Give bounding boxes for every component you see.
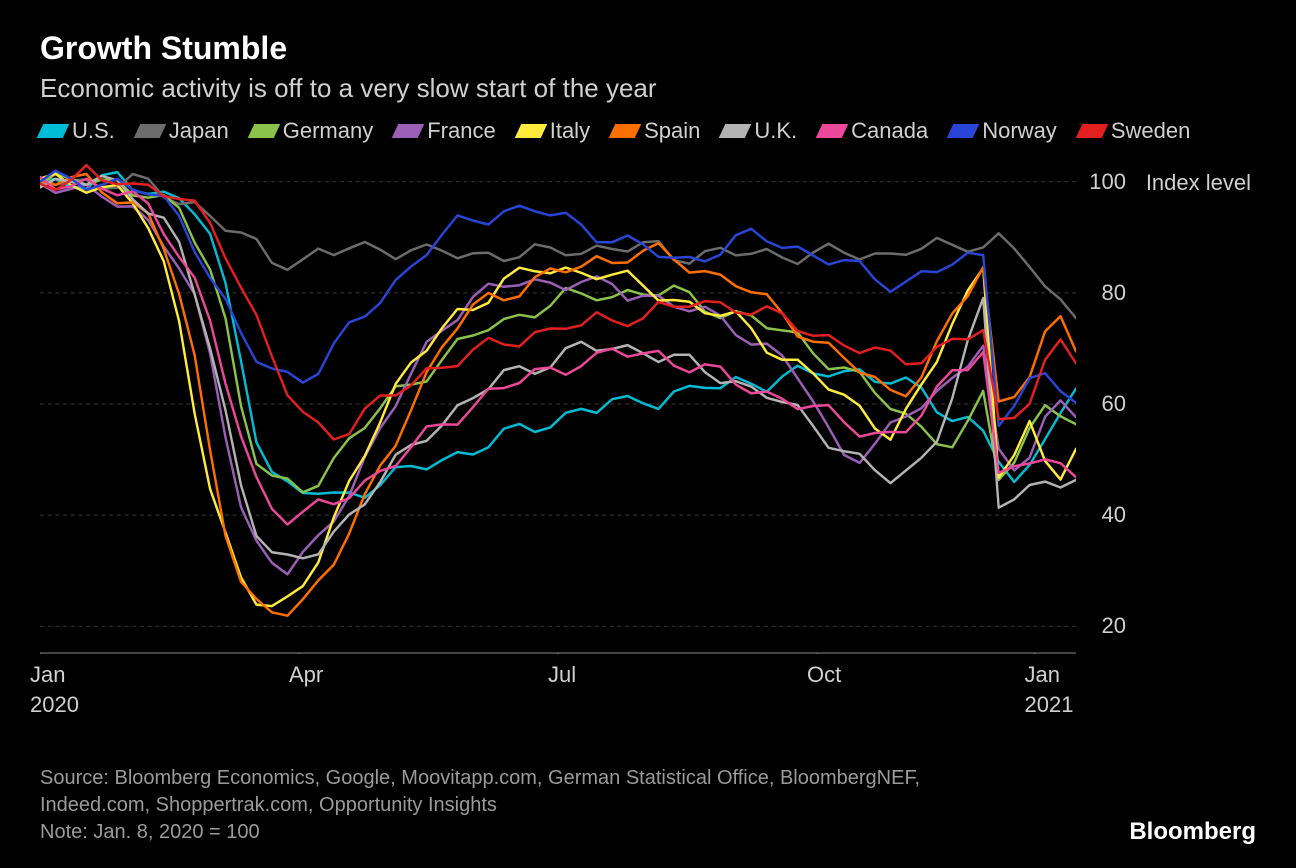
y-tick-label: 60 bbox=[1102, 391, 1126, 417]
x-tick-label: Oct bbox=[807, 662, 841, 688]
series-line bbox=[40, 174, 1076, 606]
series-line bbox=[40, 165, 1076, 439]
legend-item: U.S. bbox=[40, 118, 115, 144]
legend-swatch bbox=[947, 124, 980, 138]
x-tick-label: Jan2020 bbox=[30, 662, 79, 718]
legend-swatch bbox=[1076, 124, 1109, 138]
series-line bbox=[40, 172, 1076, 498]
legend-swatch bbox=[392, 124, 425, 138]
y-axis-title: Index level bbox=[1146, 170, 1251, 196]
legend-swatch bbox=[247, 124, 280, 138]
legend-item: France bbox=[395, 118, 495, 144]
legend-item: Canada bbox=[819, 118, 928, 144]
legend-item: Sweden bbox=[1079, 118, 1191, 144]
x-tick-label: Jan2021 bbox=[1025, 662, 1074, 718]
chart-plot-area: 20406080100 Index level bbox=[40, 154, 1076, 654]
legend-label: U.K. bbox=[754, 118, 797, 144]
legend-swatch bbox=[134, 124, 167, 138]
y-tick-label: 80 bbox=[1102, 280, 1126, 306]
legend-label: Canada bbox=[851, 118, 928, 144]
legend-label: Sweden bbox=[1111, 118, 1191, 144]
note-text: Note: Jan. 8, 2020 = 100 bbox=[40, 819, 1256, 846]
chart-footer: Source: Bloomberg Economics, Google, Moo… bbox=[40, 765, 1256, 846]
x-tick-label: Apr bbox=[289, 662, 323, 688]
legend-swatch bbox=[719, 124, 752, 138]
legend-swatch bbox=[37, 124, 70, 138]
x-tick-label: Jul bbox=[548, 662, 576, 688]
legend-label: Norway bbox=[982, 118, 1057, 144]
source-text: Source: Bloomberg Economics, Google, Moo… bbox=[40, 765, 940, 819]
series-line bbox=[40, 177, 1076, 525]
legend-label: France bbox=[427, 118, 495, 144]
legend-swatch bbox=[514, 124, 547, 138]
legend: U.S. Japan Germany France Italy Spain U.K. Cana… bbox=[40, 118, 1256, 144]
legend-label: Italy bbox=[550, 118, 590, 144]
legend-label: U.S. bbox=[72, 118, 115, 144]
chart-title: Growth Stumble bbox=[40, 30, 1256, 67]
legend-item: Germany bbox=[251, 118, 373, 144]
y-tick-label: 100 bbox=[1089, 169, 1126, 195]
legend-item: U.K. bbox=[722, 118, 797, 144]
legend-item: Italy bbox=[518, 118, 590, 144]
line-chart-svg bbox=[40, 154, 1076, 654]
legend-swatch bbox=[609, 124, 642, 138]
legend-label: Germany bbox=[283, 118, 373, 144]
legend-label: Japan bbox=[169, 118, 229, 144]
legend-item: Norway bbox=[950, 118, 1057, 144]
x-axis-labels: Jan2020AprJulOctJan2021 bbox=[40, 662, 1076, 732]
legend-item: Spain bbox=[612, 118, 700, 144]
legend-item: Japan bbox=[137, 118, 229, 144]
y-tick-label: 20 bbox=[1102, 613, 1126, 639]
chart-subtitle: Economic activity is off to a very slow … bbox=[40, 73, 1256, 104]
brand-logo: Bloomberg bbox=[1129, 818, 1256, 846]
series-line bbox=[40, 174, 1076, 616]
legend-swatch bbox=[816, 124, 849, 138]
y-tick-label: 40 bbox=[1102, 502, 1126, 528]
series-line bbox=[40, 174, 1076, 493]
legend-label: Spain bbox=[644, 118, 700, 144]
